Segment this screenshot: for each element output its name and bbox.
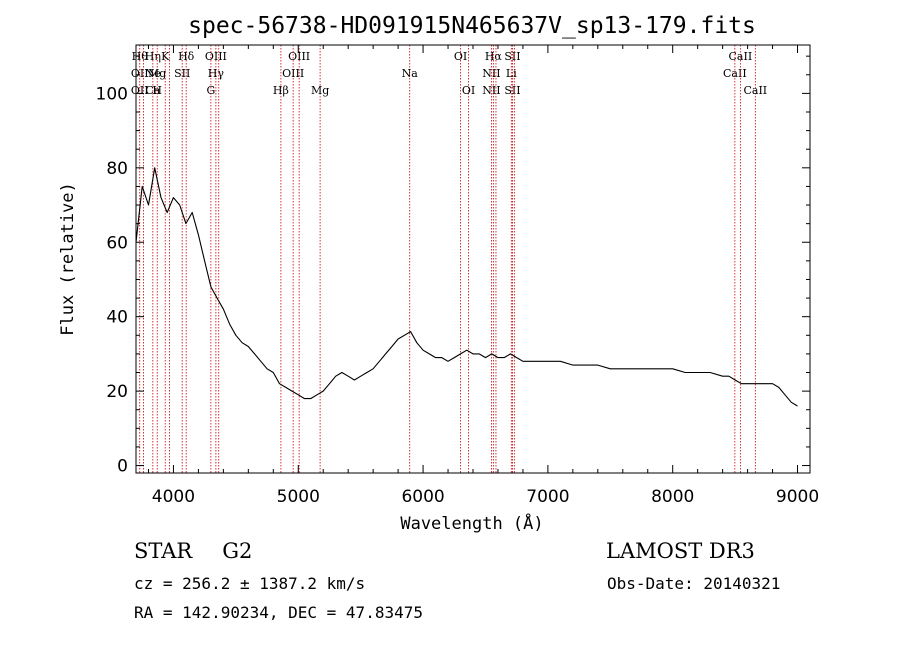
line-marker-label: OI xyxy=(454,50,467,63)
line-marker-label: CaII xyxy=(723,67,747,80)
line-marker-label: NII xyxy=(482,84,500,97)
coordinates: RA = 142.90234, DEC = 47.83475 xyxy=(134,603,423,622)
plot-frame xyxy=(135,44,811,474)
y-tick-label: 40 xyxy=(106,308,128,328)
x-tick-label: 5000 xyxy=(277,487,320,507)
y-tick-label: 80 xyxy=(106,159,128,179)
survey-name: LAMOST DR3 xyxy=(606,539,755,563)
line-marker-label: OIII xyxy=(205,50,227,63)
spectrum-line xyxy=(135,167,798,407)
y-tick-label: 100 xyxy=(96,84,128,104)
line-marker-label: Hβ xyxy=(273,84,289,97)
line-marker-label: CaII xyxy=(743,84,767,97)
series-layer xyxy=(135,167,798,407)
line-marker-label: K xyxy=(161,50,170,63)
line-marker-label: Hγ xyxy=(208,67,225,80)
y-tick-label: 60 xyxy=(106,233,128,253)
line-marker-label: SII xyxy=(504,84,520,97)
object-class: STAR G2 xyxy=(134,539,252,563)
x-tick-label: 6000 xyxy=(401,487,444,507)
y-tick-label: 20 xyxy=(106,382,128,402)
axis-ticks: 4000 5000 6000 7000 8000 9000 0 20 40 60 80 100 xyxy=(96,45,819,507)
x-tick-label: 4000 xyxy=(152,487,195,507)
object-subclass: G2 xyxy=(222,539,253,563)
line-marker-label: OIII xyxy=(288,50,310,63)
x-axis-label: Wavelength (Å) xyxy=(400,512,543,534)
line-marker-label: Hα xyxy=(485,50,503,63)
line-marker-label: Li xyxy=(506,67,517,80)
object-class-label: STAR xyxy=(134,539,193,563)
line-marker-label: NII xyxy=(482,67,500,80)
line-markers: HθOIIOIIHηNeCaMgHKSIIHδGOIIIHγHβOIIIOIII… xyxy=(131,45,767,473)
y-axis-label: Flux (relative) xyxy=(58,182,78,336)
y-tick-label: 0 xyxy=(117,457,128,477)
line-marker-label: SII xyxy=(174,67,190,80)
x-tick-label: 7000 xyxy=(526,487,569,507)
line-marker-label: Na xyxy=(402,67,419,80)
line-marker-label: G xyxy=(206,84,215,97)
line-marker-label: SII xyxy=(504,50,520,63)
x-tick-label: 8000 xyxy=(651,487,694,507)
observation-date: Obs-Date: 20140321 xyxy=(607,574,781,593)
x-tick-label: 9000 xyxy=(776,487,819,507)
line-marker-label: CaII xyxy=(729,50,753,63)
line-marker-label: Mg xyxy=(311,84,329,97)
line-marker-label: OII xyxy=(131,67,149,80)
line-marker-label: Mg xyxy=(148,67,166,80)
line-marker-label: OIII xyxy=(282,67,304,80)
redshift-info: cz = 256.2 ± 1387.2 km/s xyxy=(134,574,366,593)
line-marker-label: H xyxy=(152,84,162,97)
chart-title: spec-56738-HD091915N465637V_sp13-179.fit… xyxy=(188,13,756,39)
line-marker-label: OI xyxy=(462,84,475,97)
line-marker-label: Hδ xyxy=(178,50,195,63)
line-marker-label: OII xyxy=(131,84,149,97)
line-marker-label: Hη xyxy=(145,50,161,63)
